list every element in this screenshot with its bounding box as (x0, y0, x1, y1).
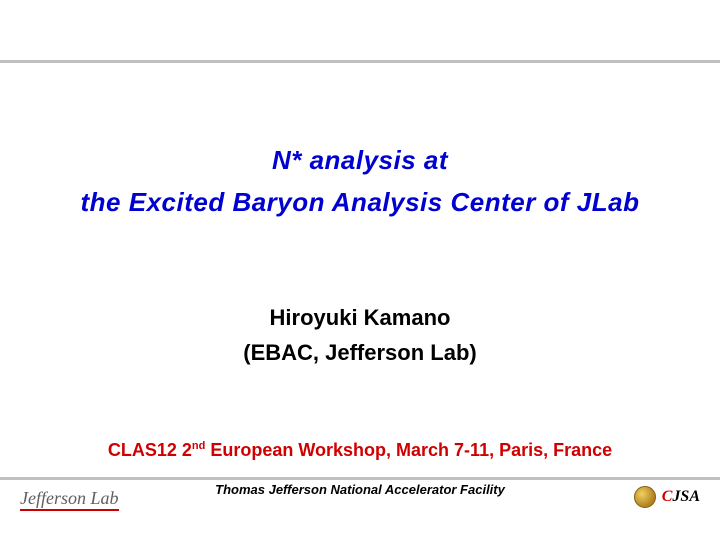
event-suffix: European Workshop, March 7-11, Paris, Fr… (205, 440, 612, 460)
doe-seal-icon (634, 486, 656, 508)
event-line: CLAS12 2nd European Workshop, March 7-11… (0, 440, 720, 461)
title-block: N* analysis at the Excited Baryon Analys… (0, 140, 720, 223)
event-ordinal: nd (192, 440, 205, 452)
author-block: Hiroyuki Kamano (EBAC, Jefferson Lab) (0, 300, 720, 370)
jlab-logo: Jefferson Lab (20, 488, 119, 509)
title-line-2: the Excited Baryon Analysis Center of JL… (0, 182, 720, 224)
jlab-logo-text: Jefferson Lab (20, 488, 119, 511)
sponsor-logos: CJSA (634, 486, 700, 508)
title-line-1: N* analysis at (0, 140, 720, 182)
author-affiliation: (EBAC, Jefferson Lab) (0, 335, 720, 370)
event-prefix: CLAS12 2 (108, 440, 192, 460)
jsa-logo-text: JSA (672, 488, 700, 505)
top-divider (0, 60, 720, 63)
author-name: Hiroyuki Kamano (0, 300, 720, 335)
event-block: CLAS12 2nd European Workshop, March 7-11… (0, 440, 720, 461)
footer: Thomas Jefferson National Accelerator Fa… (0, 480, 720, 540)
jsa-logo: CJSA (662, 488, 700, 506)
